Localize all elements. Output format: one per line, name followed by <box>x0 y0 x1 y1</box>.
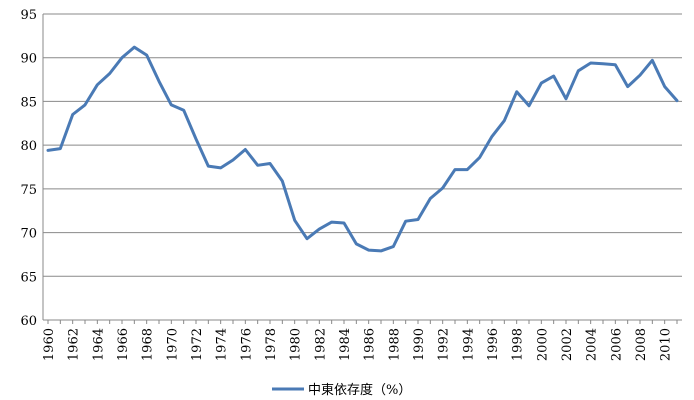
x-tick-label-2000: 2000 <box>535 328 550 361</box>
x-tick-label-2008: 2008 <box>634 328 649 361</box>
x-tick-label-1968: 1968 <box>141 328 156 361</box>
x-tick-label-1990: 1990 <box>412 328 427 361</box>
y-axis-tick-labels: 60 65 70 75 80 85 90 95 <box>20 8 37 329</box>
x-tick-label-2002: 2002 <box>560 328 575 361</box>
x-tick-label-1978: 1978 <box>264 328 279 361</box>
y-tick-label-65: 65 <box>20 270 37 285</box>
legend: 中東依存度（%） <box>272 382 411 398</box>
x-tick-label-1992: 1992 <box>437 328 452 361</box>
x-tick-label-1960: 1960 <box>42 328 57 361</box>
legend-label: 中東依存度（%） <box>308 382 411 398</box>
x-tick-label-1994: 1994 <box>461 328 476 361</box>
x-tick-label-1998: 1998 <box>511 328 526 361</box>
series-layer <box>46 45 679 253</box>
x-axis <box>42 14 682 324</box>
y-tick-label-60: 60 <box>20 314 37 329</box>
x-axis-tick-labels: 1960 1962 1964 1966 1968 1970 1972 1974 1976 1978… <box>42 328 674 361</box>
y-tick-label-85: 85 <box>20 95 37 110</box>
x-tick-label-1962: 1962 <box>67 328 82 361</box>
x-tick-label-2004: 2004 <box>585 328 600 361</box>
y-tick-label-90: 90 <box>20 52 37 67</box>
x-tick-label-1974: 1974 <box>215 328 230 361</box>
x-tick-label-1986: 1986 <box>363 328 378 361</box>
horizontal-grid-lines <box>43 13 682 277</box>
x-tick-label-2010: 2010 <box>659 328 674 361</box>
x-tick-label-1966: 1966 <box>116 328 131 361</box>
x-tick-label-2006: 2006 <box>609 328 624 361</box>
x-tick-label-1970: 1970 <box>165 328 180 361</box>
x-tick-label-1988: 1988 <box>387 328 402 361</box>
y-tick-label-75: 75 <box>20 183 37 198</box>
x-tick-label-1982: 1982 <box>313 328 328 361</box>
x-tick-label-1972: 1972 <box>190 328 205 361</box>
x-tick-label-1964: 1964 <box>91 328 106 361</box>
x-tick-label-1984: 1984 <box>338 328 353 361</box>
x-tick-label-1996: 1996 <box>486 328 501 361</box>
y-tick-label-95: 95 <box>20 8 37 23</box>
y-tick-label-80: 80 <box>20 139 37 154</box>
x-tick-label-1980: 1980 <box>289 328 304 361</box>
y-tick-label-70: 70 <box>20 227 37 242</box>
series-line-0 <box>46 45 679 253</box>
x-tick-label-1976: 1976 <box>239 328 254 361</box>
